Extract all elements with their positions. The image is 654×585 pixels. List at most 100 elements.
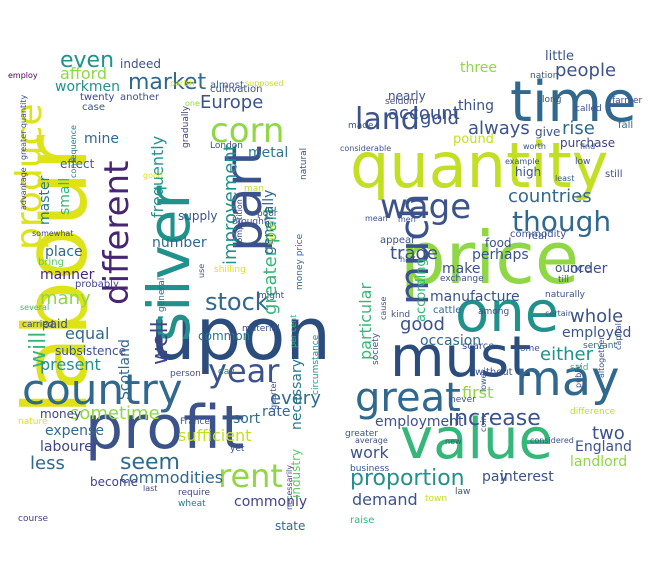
cloud-word: last [143,484,158,493]
cloud-word: perhaps [472,247,529,263]
cloud-word: business [350,464,390,474]
cloud-word: countries [508,186,592,207]
cloud-word: make [442,261,481,277]
cloud-word: less [30,453,65,474]
cloud-word: state [275,519,306,533]
cloud-word: master [37,175,53,225]
cloud-word: supply [178,209,218,223]
cloud-word: number [152,235,207,251]
cloud-word: called [575,104,602,114]
cloud-word: least [555,174,575,183]
cloud-word: circumstance [311,334,321,395]
cloud-word: might [258,291,285,301]
cloud-word: afford [60,64,108,83]
cloud-word: rent [218,457,283,495]
cloud-word: use [197,263,206,278]
cloud-word: either [540,344,594,365]
cloud-word: money price [295,233,305,290]
cloud-word: landlord [570,454,628,470]
cloud-word: country [22,365,183,414]
cloud-word: one [455,280,560,345]
cloud-word: become [90,475,139,489]
cloud-word: necessary [289,358,305,430]
cloud-word: without [475,367,513,378]
cloud-word: value [400,407,553,472]
cloud-word: farmer [612,96,643,106]
cloud-word: employ [8,71,38,80]
cloud-word: even [60,48,115,73]
cloud-word: bring [38,257,64,268]
cloud-word: interest [500,469,554,485]
cloud-word: never [450,395,476,405]
cloud-word: rise [562,118,595,139]
left-word-cloud: labour upon profit silver country part produce… [4,48,332,533]
cloud-word: order [570,261,608,277]
cloud-word: considerable [340,144,392,153]
cloud-word: good [143,171,163,180]
cloud-word: trade [390,243,438,264]
cloud-word: higher [267,219,276,245]
cloud-word: money [40,407,82,421]
cloud-word: corn [210,111,285,151]
cloud-word: law [455,487,471,497]
cloud-word: gradually [181,105,191,148]
cloud-word: carried [22,320,54,330]
cloud-word: coin [479,415,488,432]
cloud-word: man [244,184,264,194]
cloud-word: expense [45,423,104,439]
cloud-word: real [528,231,547,242]
cloud-word: commonly [234,494,308,510]
cloud-word: quarter [269,380,278,410]
cloud-word: great [355,375,461,421]
cloud-word: subsistence [55,344,126,358]
cloud-word: thing [458,98,495,114]
cloud-word: cause [379,296,388,320]
cloud-word: twenty [80,92,115,103]
cloud-word: food [485,236,512,250]
cloud-word: little [545,49,575,64]
cloud-word: time [510,70,637,135]
cloud-word: probably [75,279,119,290]
cloud-word: seem [120,450,180,475]
cloud-word: Europe [200,92,264,113]
cloud-word: equal [65,324,110,343]
cloud-word: greater quantity [19,94,28,160]
cloud-word: greater [345,429,379,439]
cloud-word: almost [210,80,244,91]
cloud-word: scarce [462,341,495,352]
cloud-word: cattle [433,305,462,316]
cloud-word: poor [257,209,278,219]
cloud-word: every [270,388,321,409]
cloud-word: manner [40,267,95,283]
cloud-word: raise [350,515,375,526]
cloud-word: sufficient [178,426,252,445]
cloud-word: give [535,125,561,139]
cloud-word: good [400,314,445,335]
cloud-word: several [20,303,50,312]
cloud-word: England [575,439,632,455]
cloud-word: natural [299,147,309,180]
cloud-word: parish [170,79,195,88]
cloud-word: mean [365,214,388,223]
cloud-word: said [570,363,589,373]
cloud-word: men [398,215,416,224]
cloud-word: metal [248,145,289,161]
cloud-word: nature [18,417,48,427]
cloud-word: supposed [245,79,284,88]
cloud-word: still [605,169,623,180]
cloud-word: low [575,157,591,167]
cloud-word: many [40,288,91,309]
cloud-word: material [242,324,280,334]
cloud-word: increase [448,406,541,431]
cloud-word: present [40,355,101,374]
cloud-word: public [574,363,583,388]
cloud-word: society [371,332,381,365]
cloud-word: seldom [385,97,418,107]
cloud-word: kind [391,310,411,320]
cloud-word: per cent [289,314,298,348]
cloud-word: must [390,325,532,390]
cloud-word: workmen [55,79,121,95]
cloud-word: altogether [597,336,606,378]
cloud-word: upon [150,292,332,376]
cloud-word: pound [453,132,494,147]
